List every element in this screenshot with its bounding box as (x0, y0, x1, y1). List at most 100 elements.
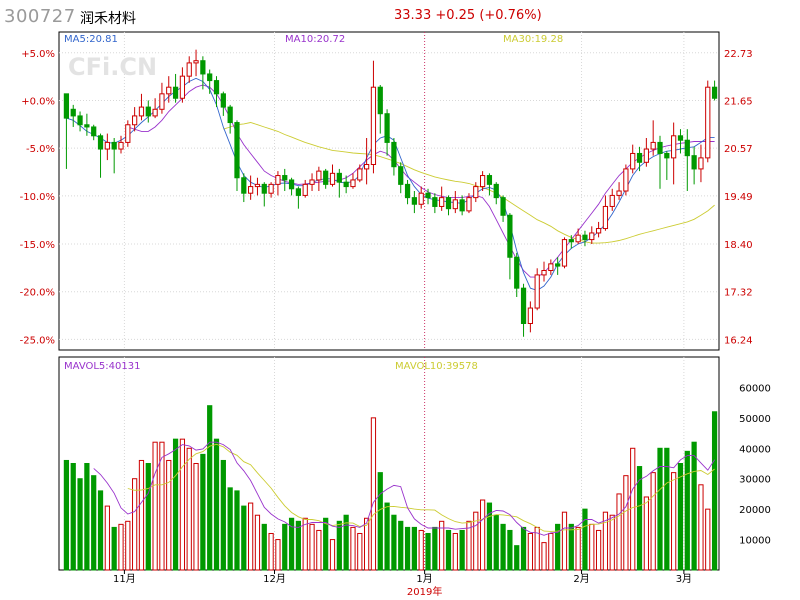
volume-bar (377, 472, 383, 571)
volume-bar (602, 511, 609, 571)
volume-bar (309, 523, 315, 571)
candle (248, 175, 254, 200)
mavol-legend-label: MAVOL10:39578 (395, 361, 478, 372)
volume-bar (357, 532, 363, 571)
volume-bar (97, 490, 104, 571)
candle-body (254, 183, 261, 188)
candle (589, 226, 595, 244)
candle-body (84, 124, 90, 128)
left-axis-tick: -25.0% (20, 335, 55, 346)
candle (432, 193, 438, 214)
candle (384, 109, 390, 156)
volume-bar (241, 505, 247, 571)
volume-bar (616, 493, 622, 571)
volume-bar (418, 529, 424, 571)
candle (691, 146, 697, 185)
volume-bar (391, 514, 397, 571)
volume-bar (179, 438, 186, 571)
volume-bar (268, 532, 274, 571)
right-axis-tick: 22.73 (724, 49, 753, 60)
candle (316, 166, 322, 191)
volume-bar (568, 523, 574, 571)
candle-body (425, 192, 431, 199)
candle-body (698, 157, 704, 170)
candle (630, 144, 636, 174)
mavol5-line (93, 441, 715, 536)
volume-bar (193, 463, 199, 571)
candle (486, 173, 493, 196)
volume-axis-tick: 50000 (739, 414, 771, 425)
candle (609, 188, 615, 211)
candle (377, 85, 383, 134)
volume-bar (514, 545, 520, 571)
candle-body (691, 155, 697, 170)
volume-bar (671, 472, 677, 571)
volume-bar (104, 505, 110, 571)
candle-body (486, 175, 493, 185)
candle-body (309, 179, 315, 185)
left-axis-tick: -10.0% (20, 192, 55, 203)
candle-body (323, 170, 329, 185)
candle-body (77, 115, 83, 126)
candle (623, 164, 629, 196)
volume-bar (323, 517, 329, 571)
volume-bar (302, 517, 308, 571)
candle-body (568, 239, 574, 243)
volume-bar (684, 450, 690, 571)
volume-bar (364, 517, 370, 571)
candle (261, 182, 267, 207)
candle (97, 133, 104, 178)
candle (534, 268, 540, 311)
volume-bar (159, 441, 165, 571)
volume-bar (425, 532, 431, 571)
right-axis-tick: 20.57 (724, 144, 753, 155)
candle (350, 173, 356, 189)
volume-axis-tick: 40000 (739, 444, 771, 455)
candle-body (70, 108, 76, 117)
candle (439, 186, 445, 211)
candle-body (616, 190, 622, 196)
mavol-legend-label: MAVOL5:40131 (64, 361, 140, 372)
candle (548, 259, 554, 275)
candle-body (459, 199, 465, 212)
month-label: 11月 (113, 573, 136, 585)
candle-body (97, 135, 104, 150)
candle (493, 182, 499, 205)
volume-bar (343, 514, 349, 571)
candle-body (623, 168, 629, 192)
candle (507, 213, 513, 280)
volume-bar (548, 532, 554, 571)
volume-bar (479, 499, 486, 571)
volume-bar (541, 542, 547, 571)
candle-body (207, 73, 213, 82)
volume-bar (200, 453, 206, 571)
volume-bar (248, 502, 254, 571)
candle-body (657, 141, 663, 154)
candle-body (193, 60, 199, 64)
candle (125, 120, 131, 147)
volume-bar (486, 502, 493, 571)
candle (166, 76, 172, 103)
candle-body (677, 135, 684, 141)
volume-bar (404, 526, 411, 571)
ma30-line (223, 122, 715, 244)
volume-bar (111, 526, 117, 571)
candle-body (705, 86, 711, 159)
volume-bar (172, 438, 179, 571)
candle-body (377, 86, 383, 115)
candle-body (357, 168, 363, 181)
volume-bar (575, 526, 581, 571)
candle-body (404, 183, 411, 199)
candle (459, 195, 465, 216)
candle (152, 98, 158, 119)
volume-bar (582, 508, 588, 571)
volume-bar (132, 478, 138, 571)
volume-bar (623, 475, 629, 571)
candle-body (118, 141, 124, 150)
candle (111, 138, 117, 174)
candle-body (439, 197, 445, 207)
volume-bar (370, 417, 377, 571)
volume-bar (329, 539, 336, 571)
candle (711, 80, 718, 101)
volume-bar (555, 523, 561, 571)
